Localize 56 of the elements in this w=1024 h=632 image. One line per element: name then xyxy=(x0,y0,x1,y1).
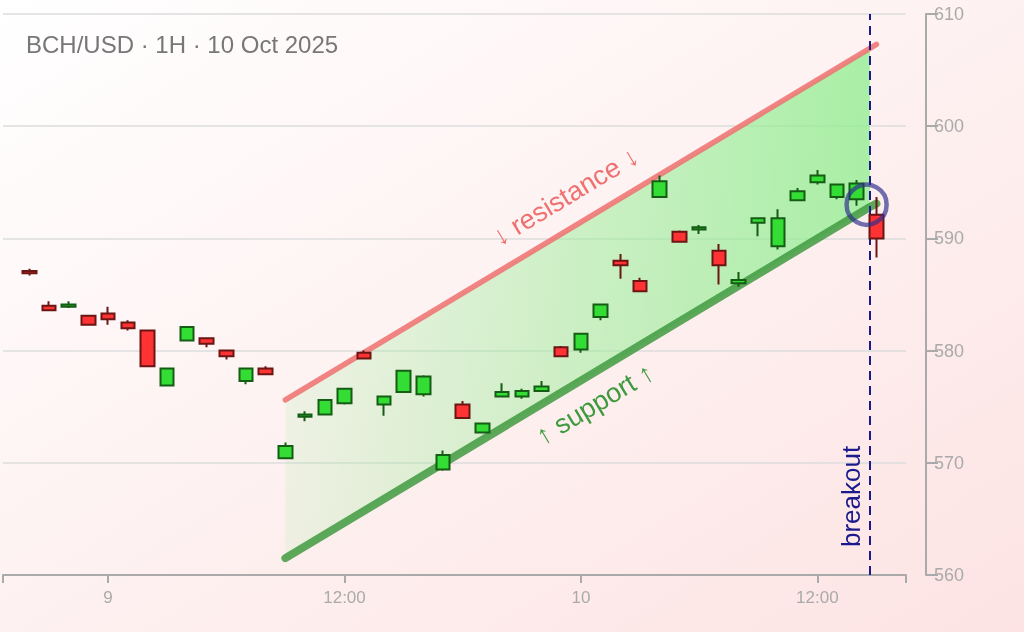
ref-line-label: breakout xyxy=(835,445,866,547)
y-tick-label: 590 xyxy=(934,228,965,249)
candlestick xyxy=(514,387,530,400)
candlestick xyxy=(356,349,372,361)
candlestick xyxy=(238,367,254,386)
x-tick-label: 12:00 xyxy=(323,588,366,607)
candlestick xyxy=(711,243,727,286)
candlestick xyxy=(592,303,609,322)
candlestick xyxy=(395,368,412,394)
candlestick xyxy=(336,386,353,406)
candlestick xyxy=(632,276,648,293)
candlestick xyxy=(435,449,451,472)
candlestick xyxy=(198,337,215,349)
candlestick xyxy=(179,326,195,343)
y-tick-label: 600 xyxy=(934,116,965,137)
candlestick xyxy=(218,348,235,361)
candlestick xyxy=(730,271,747,288)
x-tick-label: 12:00 xyxy=(796,588,839,607)
candlestick xyxy=(671,229,688,243)
candlestick xyxy=(474,421,491,434)
candlestick xyxy=(848,179,865,207)
candlestick xyxy=(100,305,116,326)
candlestick xyxy=(691,223,707,235)
candlestick xyxy=(651,174,668,198)
candlestick xyxy=(41,300,57,312)
candlestick xyxy=(750,217,766,238)
candlestick xyxy=(533,379,550,392)
candlestick xyxy=(829,183,845,201)
y-tick-label: 580 xyxy=(934,340,965,361)
candlestick xyxy=(789,186,806,202)
candlestick xyxy=(80,313,97,326)
candlestick xyxy=(573,331,589,354)
y-tick-label: 610 xyxy=(934,4,965,24)
candlestick xyxy=(257,365,274,376)
candlestick xyxy=(376,395,392,417)
candlestick xyxy=(809,168,826,186)
y-tick-label: 560 xyxy=(934,565,965,585)
candlestick xyxy=(60,300,77,309)
candlestick xyxy=(770,208,786,251)
candlestick xyxy=(868,195,885,259)
candlestick xyxy=(415,374,432,398)
candlestick xyxy=(277,441,294,460)
candlestick xyxy=(553,345,569,358)
text: BCH/USD · 1H · 10 Oct 2025 xyxy=(26,30,339,58)
candlestick xyxy=(159,367,175,387)
candlestick xyxy=(454,400,471,419)
candlestick xyxy=(612,253,629,280)
y-tick-label: 570 xyxy=(934,452,965,473)
candlestick xyxy=(139,329,156,368)
candlestick xyxy=(494,382,510,398)
candlestick xyxy=(21,267,38,277)
x-tick-label: 9 xyxy=(103,588,113,607)
x-tick-label: 10 xyxy=(571,588,591,607)
candlestick xyxy=(317,398,333,416)
candlestick xyxy=(297,410,313,423)
candlestick xyxy=(120,319,136,332)
